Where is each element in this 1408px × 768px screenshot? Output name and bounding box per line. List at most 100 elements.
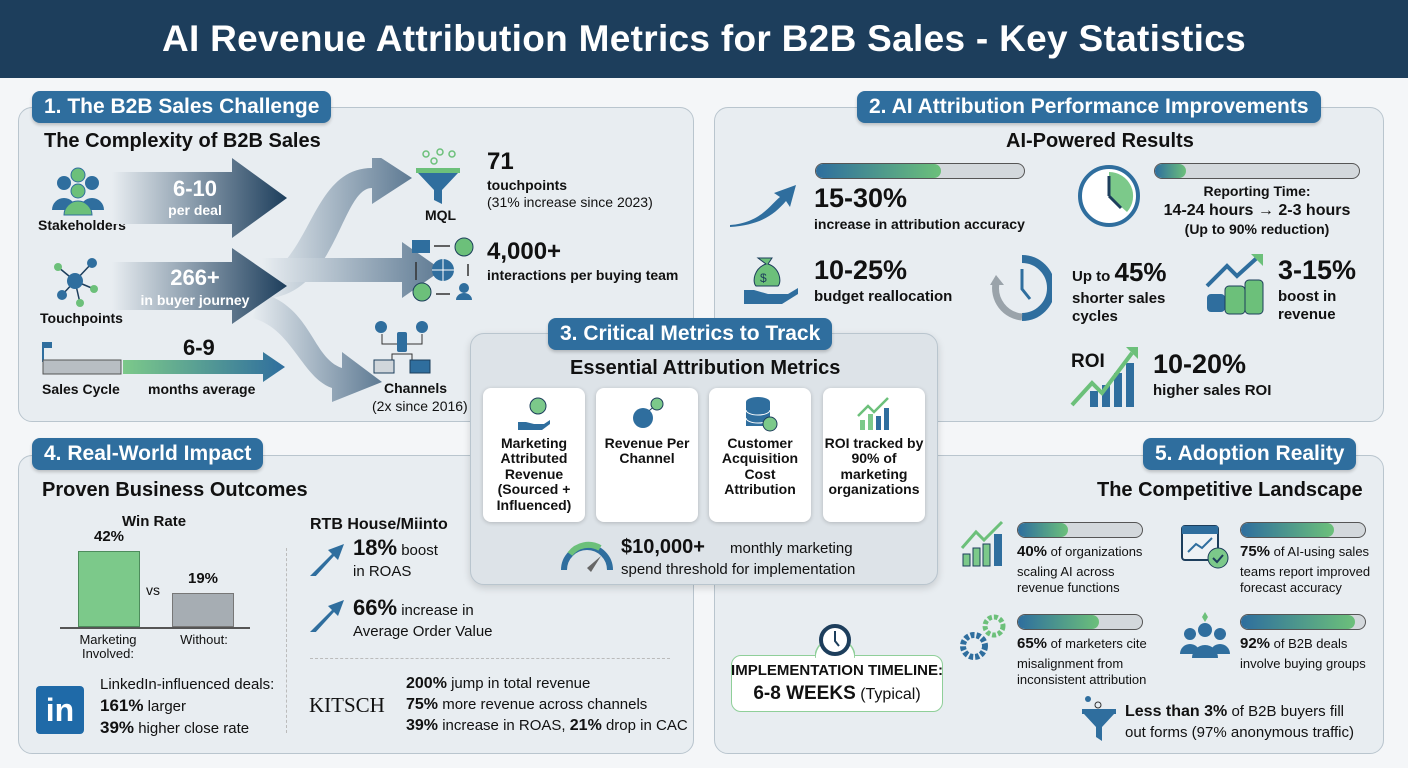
- adoption-stat-line2: teams report improved: [1240, 564, 1371, 579]
- adoption-stat: 40% of organizations: [1017, 543, 1143, 560]
- linkedin-larger: 161% larger: [100, 696, 187, 715]
- touchpoints-value: 266+: [170, 265, 220, 290]
- forms-stat: Less than 3% of B2B buyers fill: [1125, 703, 1344, 720]
- rtb-aov-line2: Average Order Value: [353, 623, 493, 640]
- up-arrow-icon: [310, 600, 344, 632]
- revenue-line1: boost in: [1278, 288, 1337, 305]
- roi-text: higher sales ROI: [1153, 382, 1272, 399]
- revenue-line2: revenue: [1278, 306, 1336, 323]
- page-title: AI Revenue Attribution Metrics for B2B S…: [161, 18, 1247, 59]
- section-subtitle: Proven Business Outcomes: [42, 479, 308, 501]
- roi-value: 10-20%: [1153, 349, 1247, 379]
- adoption-progress-bar: [1240, 522, 1366, 538]
- adoption-progress-bar: [1017, 614, 1143, 630]
- mql-touchpoints: touchpoints: [487, 177, 568, 193]
- stakeholders-unit: per deal: [168, 202, 222, 218]
- flow-arrows: [112, 158, 442, 402]
- bar-chart-icon: [857, 397, 889, 430]
- interactions-icon: [412, 237, 474, 302]
- sales-cycle-label: Sales Cycle: [42, 381, 120, 397]
- section-subtitle: The Complexity of B2B Sales: [44, 130, 321, 152]
- implementation-timeline-box: [731, 655, 943, 712]
- section-subtitle: Essential Attribution Metrics: [570, 357, 841, 379]
- cycles-prefix: Up to 45%: [1072, 257, 1167, 287]
- chart-baseline: [60, 627, 250, 629]
- cycles-value: 45%: [1114, 257, 1167, 287]
- win-rate-bar-without: [172, 592, 234, 627]
- roi-chart-icon: [1070, 347, 1138, 407]
- channels-label: Channels: [384, 380, 448, 396]
- win-rate-label-marketing: Marketing Involved:: [79, 632, 137, 662]
- reporting-reduction: (Up to 90% reduction): [1184, 221, 1330, 237]
- kitsch-stat-2: 75% more revenue across channels: [406, 696, 648, 713]
- gears-icon: [960, 614, 1006, 660]
- divider: [310, 658, 670, 659]
- touchpoints-icon: [54, 258, 98, 307]
- kitsch-stat-1: 200% jump in total revenue: [406, 675, 591, 692]
- touchpoints-label: Touchpoints: [40, 310, 123, 326]
- budget-text: budget reallocation: [814, 288, 953, 305]
- progress-fill: [1018, 523, 1068, 537]
- kitsch-stat-3: 39% increase in ROAS, 21% drop in CAC: [406, 717, 688, 734]
- stakeholders-label: Stakeholders: [38, 217, 126, 233]
- mql-value: 71: [487, 148, 514, 175]
- forms-stat-line2: out forms (97% anonymous traffic): [1125, 724, 1354, 741]
- reporting-label: Reporting Time:: [1203, 183, 1311, 199]
- progress-fill: [1241, 523, 1334, 537]
- rtb-roas: 18% boost: [353, 535, 438, 560]
- interactions-value: 4,000+: [487, 238, 562, 265]
- section-label: 4. Real-World Impact: [32, 438, 264, 470]
- adoption-stat: 92% of B2B deals: [1240, 635, 1348, 652]
- metric-card-revenue-per-channel: Revenue Per Channel: [596, 388, 698, 522]
- linkedin-label: LinkedIn-influenced deals:: [100, 676, 275, 693]
- gauge-icon: [561, 541, 613, 572]
- mql-note: (31% increase since 2023): [487, 194, 653, 210]
- adoption-stat-line3: inconsistent attribution: [1017, 672, 1147, 687]
- metric-card-roi-tracked: ROI tracked by 90% of marketing organiza…: [823, 388, 925, 522]
- roi-icon-label: ROI: [1071, 351, 1105, 372]
- progress-fill: [1155, 164, 1186, 178]
- section-subtitle: AI-Powered Results: [1006, 130, 1194, 152]
- win-rate-value-marketing: 42%: [93, 528, 125, 546]
- adoption-stat-line2: scaling AI across: [1017, 564, 1115, 579]
- buying-group-icon: [1180, 612, 1230, 658]
- win-rate-label-without: Without:: [180, 632, 228, 647]
- funnel-icon: [1082, 696, 1116, 741]
- adoption-stat: 75% of AI-using sales: [1240, 543, 1370, 560]
- progress-fill: [1241, 615, 1356, 629]
- hand-coin-icon: [518, 397, 550, 430]
- touchpoints-unit: in buyer journey: [140, 292, 250, 308]
- sales-cycle-timeline: [42, 342, 285, 382]
- stakeholders-value: 6-10: [172, 176, 218, 201]
- divider: [286, 548, 287, 733]
- channel-network-icon: [633, 397, 664, 428]
- accuracy-value: 15-30%: [814, 183, 908, 213]
- stakeholders-icon: [52, 167, 104, 216]
- revenue-coins-icon: [1205, 254, 1264, 315]
- adoption-stat: 65% of marketers cite: [1017, 635, 1147, 652]
- section-label: 3. Critical Metrics to Track: [548, 318, 833, 350]
- section-label: 1. The B2B Sales Challenge: [32, 91, 332, 123]
- timeline-value: 6-8 WEEKS (Typical): [753, 683, 921, 704]
- win-rate-value-without: 19%: [187, 569, 219, 587]
- cycles-line1: shorter sales: [1072, 290, 1166, 307]
- win-rate-title: Win Rate: [122, 513, 187, 530]
- clock-icon: [815, 624, 855, 659]
- calendar-check-icon: [1181, 525, 1229, 569]
- stakeholders-arrow: [112, 158, 287, 238]
- section-label: 2. AI Attribution Performance Improvemen…: [857, 91, 1321, 123]
- growth-chart-icon: [960, 520, 1004, 567]
- channels-icon: [373, 321, 431, 374]
- cycles-line2: cycles: [1072, 308, 1118, 325]
- header-bar: AI Revenue Attribution Metrics for B2B S…: [0, 0, 1408, 78]
- adoption-stat-line2: involve buying groups: [1240, 656, 1366, 671]
- accuracy-progress-bar: [815, 163, 1025, 179]
- progress-fill: [816, 164, 941, 178]
- revenue-value: 3-15%: [1278, 255, 1357, 285]
- adoption-stat-line3: revenue functions: [1017, 580, 1120, 595]
- threshold-line2: spend threshold for implementation: [621, 561, 856, 578]
- linkedin-close-rate: 39% higher close rate: [100, 718, 250, 737]
- interactions-text: interactions per buying team: [487, 267, 679, 283]
- channels-note: (2x since 2016): [372, 398, 468, 414]
- reporting-change: 14-24 hours → 2-3 hours: [1163, 202, 1351, 219]
